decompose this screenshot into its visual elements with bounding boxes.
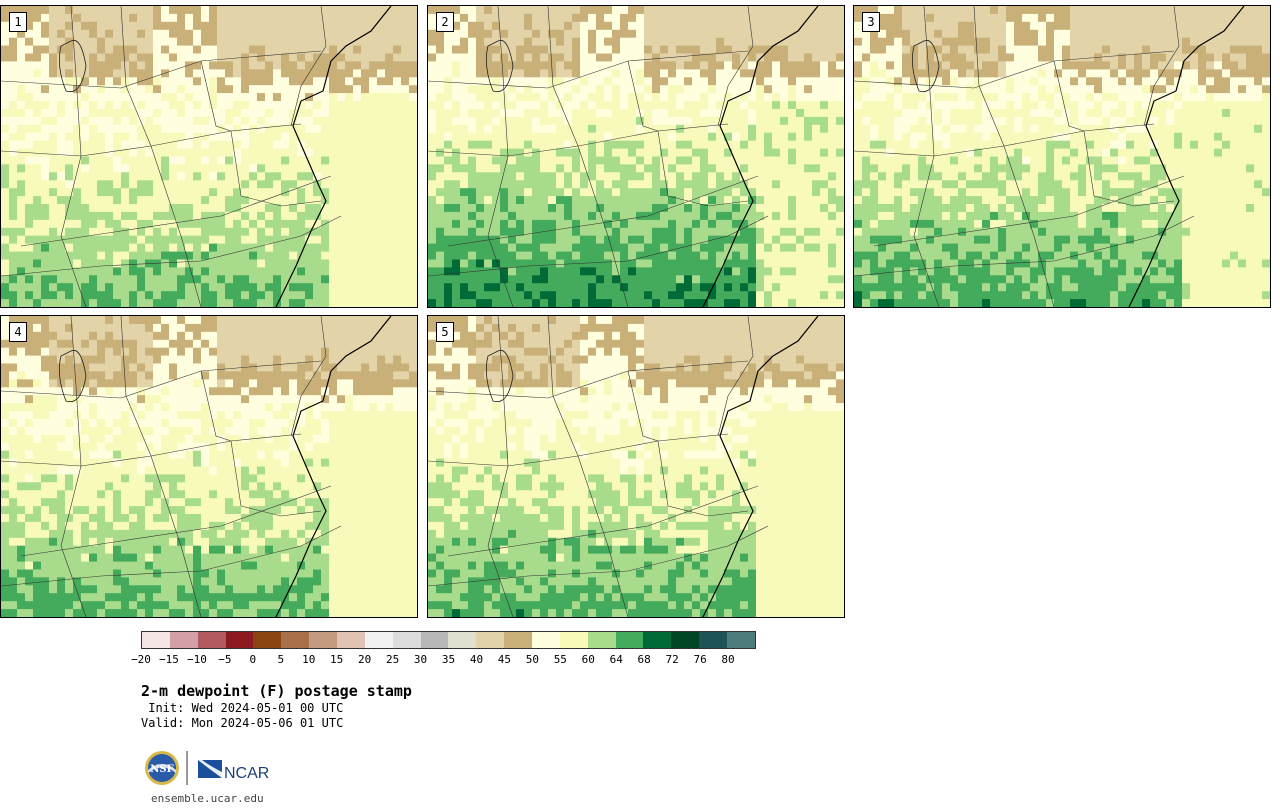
colorbar-tick-label: 0 <box>249 653 257 666</box>
dewpoint-map <box>854 6 1270 307</box>
colorbar-tick-label: −5 <box>218 653 232 666</box>
dewpoint-map <box>428 316 844 617</box>
colorbar-tick-label: 76 <box>693 653 707 666</box>
panel-number: 1 <box>9 12 27 32</box>
colorbar-tick-label: 45 <box>497 653 512 666</box>
dewpoint-map <box>1 6 417 307</box>
colorbar-tick-label: 64 <box>609 653 623 666</box>
map-panel: 5 <box>427 315 845 618</box>
colorbar-swatch <box>643 632 672 648</box>
colorbar-swatch <box>504 632 533 648</box>
colorbar-swatch <box>671 632 700 648</box>
ncar-logo-text: NCAR <box>224 765 269 782</box>
colorbar-tick-label: 50 <box>525 653 539 666</box>
colorbar-swatch <box>699 632 728 648</box>
colorbar-swatch <box>615 632 644 648</box>
init-time: Init: Wed 2024-05-01 00 UTC <box>141 701 344 715</box>
colorbar-tick-label: 30 <box>413 653 428 666</box>
colorbar-swatch <box>281 632 310 648</box>
colorbar-swatch <box>559 632 588 648</box>
nsf-logo-icon: NSF NCAR <box>145 751 269 785</box>
colorbar-swatch <box>392 632 421 648</box>
colorbar-tick-label: 25 <box>385 653 400 666</box>
colorbar-swatch <box>532 632 560 648</box>
dewpoint-map <box>1 316 417 617</box>
nsf-logo-text: NSF <box>150 764 173 775</box>
colorbar-swatch <box>587 632 616 648</box>
colorbar-swatch <box>476 632 505 648</box>
colorbar-tick-label: 15 <box>330 653 344 666</box>
colorbar-tick-label: 68 <box>637 653 651 666</box>
colorbar-tick-label: 40 <box>469 653 484 666</box>
valid-time: Valid: Mon 2024-05-06 01 UTC <box>141 716 344 730</box>
colorbar-ticks: −20 −15 −10 −5 0 5 10 15 20 25 30 35 40 45 50 55 60 64 68 7… <box>131 653 756 667</box>
colorbar-tick-label: 80 <box>721 653 735 666</box>
ncar-logo-icon <box>198 760 222 778</box>
panel-number: 4 <box>9 322 27 342</box>
logos: NSF NCAR <box>144 748 274 788</box>
colorbar-tick-label: 5 <box>277 653 285 666</box>
colorbar-swatch <box>364 632 393 648</box>
colorbar-swatch <box>225 632 254 648</box>
colorbar-swatch <box>337 632 365 648</box>
panel-number: 5 <box>436 322 454 342</box>
colorbar-swatch <box>727 632 755 648</box>
colorbar-swatch <box>197 632 226 648</box>
page-title: 2-m dewpoint (F) postage stamp <box>141 682 412 700</box>
panel-number: 2 <box>436 12 454 32</box>
map-panel: 3 <box>853 5 1271 308</box>
colorbar <box>141 631 756 649</box>
colorbar-tick-label: 55 <box>553 653 567 666</box>
site-url: ensemble.ucar.edu <box>151 792 264 805</box>
map-panel: 4 <box>0 315 418 618</box>
colorbar-swatch <box>142 632 170 648</box>
colorbar-tick-label: −15 <box>159 653 179 666</box>
panel-number: 3 <box>862 12 880 32</box>
map-panel: 2 <box>427 5 845 308</box>
colorbar-tick-label: 20 <box>358 653 372 666</box>
colorbar-swatch <box>448 632 477 648</box>
colorbar-swatch <box>420 632 449 648</box>
colorbar-tick-label: 35 <box>441 653 456 666</box>
colorbar-tick-label: 60 <box>581 653 595 666</box>
map-panel: 1 <box>0 5 418 308</box>
colorbar-tick-label: −20 <box>131 653 151 666</box>
dewpoint-map <box>428 6 844 307</box>
colorbar-swatch <box>309 632 338 648</box>
colorbar-swatch <box>169 632 198 648</box>
colorbar-swatch <box>253 632 282 648</box>
colorbar-tick-label: 10 <box>302 653 316 666</box>
colorbar-tick-label: 72 <box>665 653 679 666</box>
colorbar-tick-label: −10 <box>186 653 207 666</box>
